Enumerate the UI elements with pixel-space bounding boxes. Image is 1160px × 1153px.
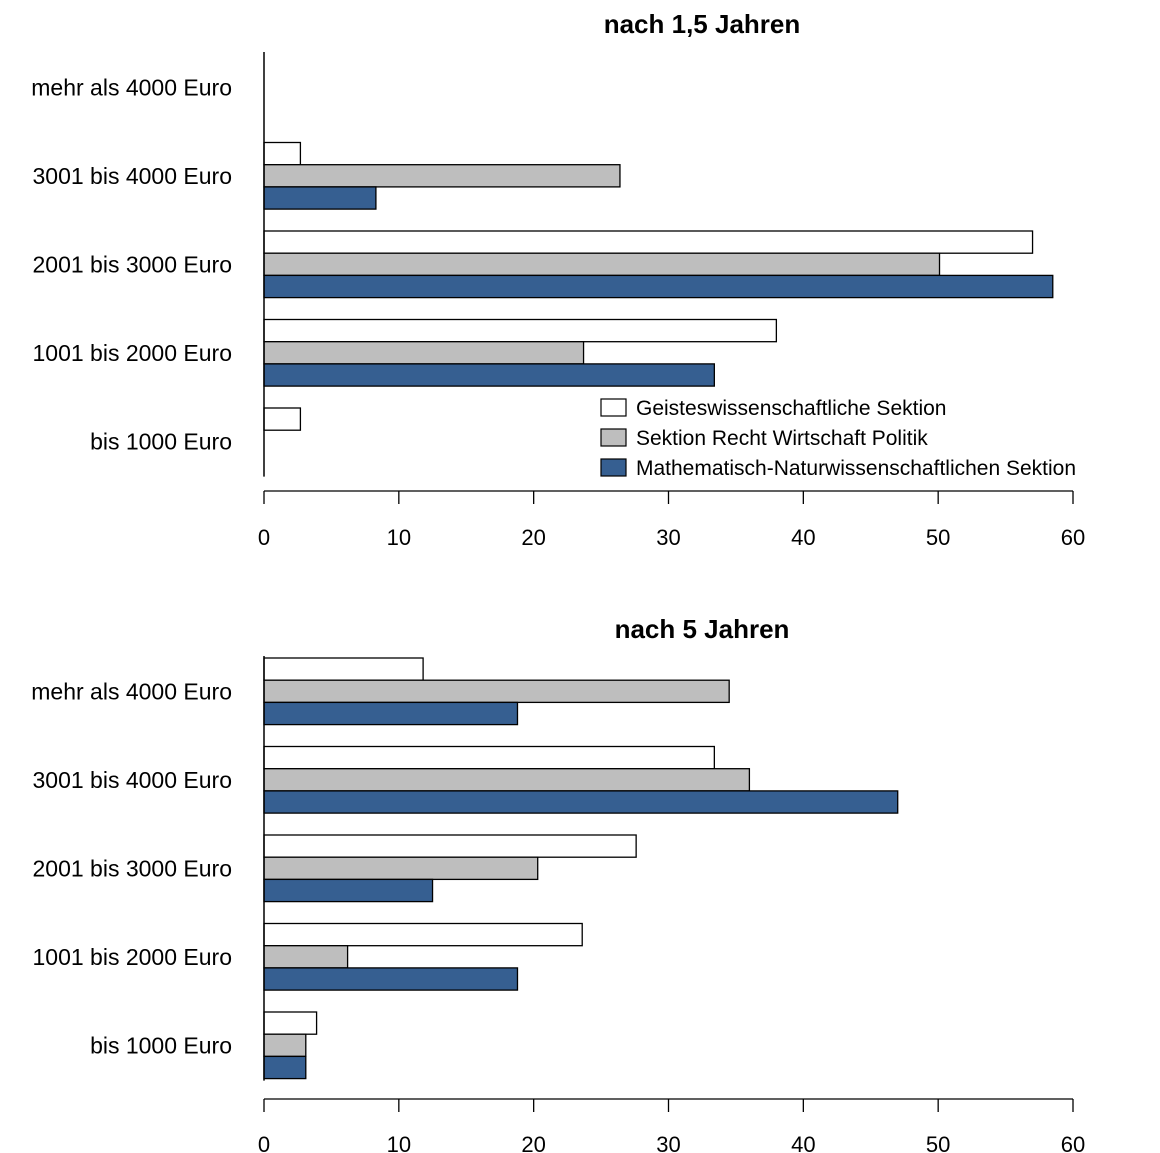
category-label: 2001 bis 3000 Euro (33, 251, 233, 277)
bar (263, 186, 377, 210)
category-label: 2001 bis 3000 Euro (33, 855, 233, 881)
legend-swatch (600, 428, 627, 447)
bar (263, 407, 302, 431)
category-label: bis 1000 Euro (90, 428, 232, 454)
x-tick-label: 40 (791, 1132, 815, 1153)
x-tick-label: 50 (926, 525, 950, 550)
chart-title: nach 1,5 Jahren (604, 9, 801, 39)
x-tick-label: 30 (656, 525, 680, 550)
bar (263, 318, 778, 343)
bar (263, 967, 519, 991)
category-label: mehr als 4000 Euro (31, 74, 232, 100)
x-tick-label: 60 (1061, 1132, 1085, 1153)
legend-label: Sektion Recht Wirtschaft Politik (636, 427, 928, 450)
x-tick-label: 10 (387, 525, 411, 550)
chart-title: nach 5 Jahren (615, 614, 790, 644)
bar (263, 878, 434, 903)
bar (263, 363, 715, 387)
bar (263, 834, 637, 858)
bar (263, 657, 424, 681)
bar (263, 230, 1034, 254)
legend-swatch (600, 458, 627, 477)
category-label: 1001 bis 2000 Euro (33, 340, 233, 366)
x-tick-label: 20 (521, 1132, 545, 1153)
bar (263, 768, 751, 792)
x-tick-label: 50 (926, 1132, 950, 1153)
x-tick-label: 20 (521, 525, 545, 550)
chart-panel-2: nach 5 Jahren mehr als 4000 Euro 3001 bis … (31, 614, 1085, 1153)
bar (263, 1033, 307, 1058)
legend: Geisteswissenschaftliche Sektion Sektion … (600, 397, 1076, 480)
x-tick-label: 30 (656, 1132, 680, 1153)
chart-panel-1: nach 1,5 Jahren mehr als 4000 Euro 3001 bi… (31, 9, 1085, 550)
bar (263, 856, 539, 881)
bar (263, 164, 621, 188)
category-label: mehr als 4000 Euro (31, 678, 232, 704)
x-tick-label: 10 (387, 1132, 411, 1153)
x-tick-label: 60 (1061, 525, 1085, 550)
legend-swatch (600, 398, 627, 417)
bar (263, 141, 302, 166)
category-label: 1001 bis 2000 Euro (33, 944, 233, 970)
bar (263, 1011, 318, 1035)
x-tick-label: 0 (258, 525, 270, 550)
category-label: bis 1000 Euro (90, 1032, 232, 1058)
bar (263, 341, 585, 365)
legend-label: Geisteswissenschaftliche Sektion (636, 397, 946, 420)
bar (263, 790, 899, 814)
bar (263, 945, 349, 969)
legend-label: Mathematisch-Naturwissenschaftlichen Sek… (636, 457, 1076, 480)
bar (263, 745, 715, 770)
bar (263, 679, 730, 704)
x-tick-label: 40 (791, 525, 815, 550)
category-label: 3001 bis 4000 Euro (33, 767, 233, 793)
bar (263, 1055, 307, 1080)
bar (263, 922, 583, 947)
bar (263, 701, 519, 726)
x-tick-label: 0 (258, 1132, 270, 1153)
bar (263, 252, 941, 277)
bar (263, 274, 1054, 299)
category-label: 3001 bis 4000 Euro (33, 163, 233, 189)
